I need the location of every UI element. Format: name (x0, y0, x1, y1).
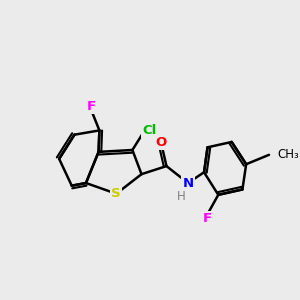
Text: Cl: Cl (142, 124, 156, 137)
Text: H: H (177, 190, 186, 203)
Text: F: F (87, 100, 96, 113)
Text: O: O (155, 136, 167, 149)
Text: S: S (112, 187, 121, 200)
Text: F: F (203, 212, 212, 225)
Text: CH₃: CH₃ (277, 148, 299, 161)
Text: N: N (182, 176, 194, 190)
